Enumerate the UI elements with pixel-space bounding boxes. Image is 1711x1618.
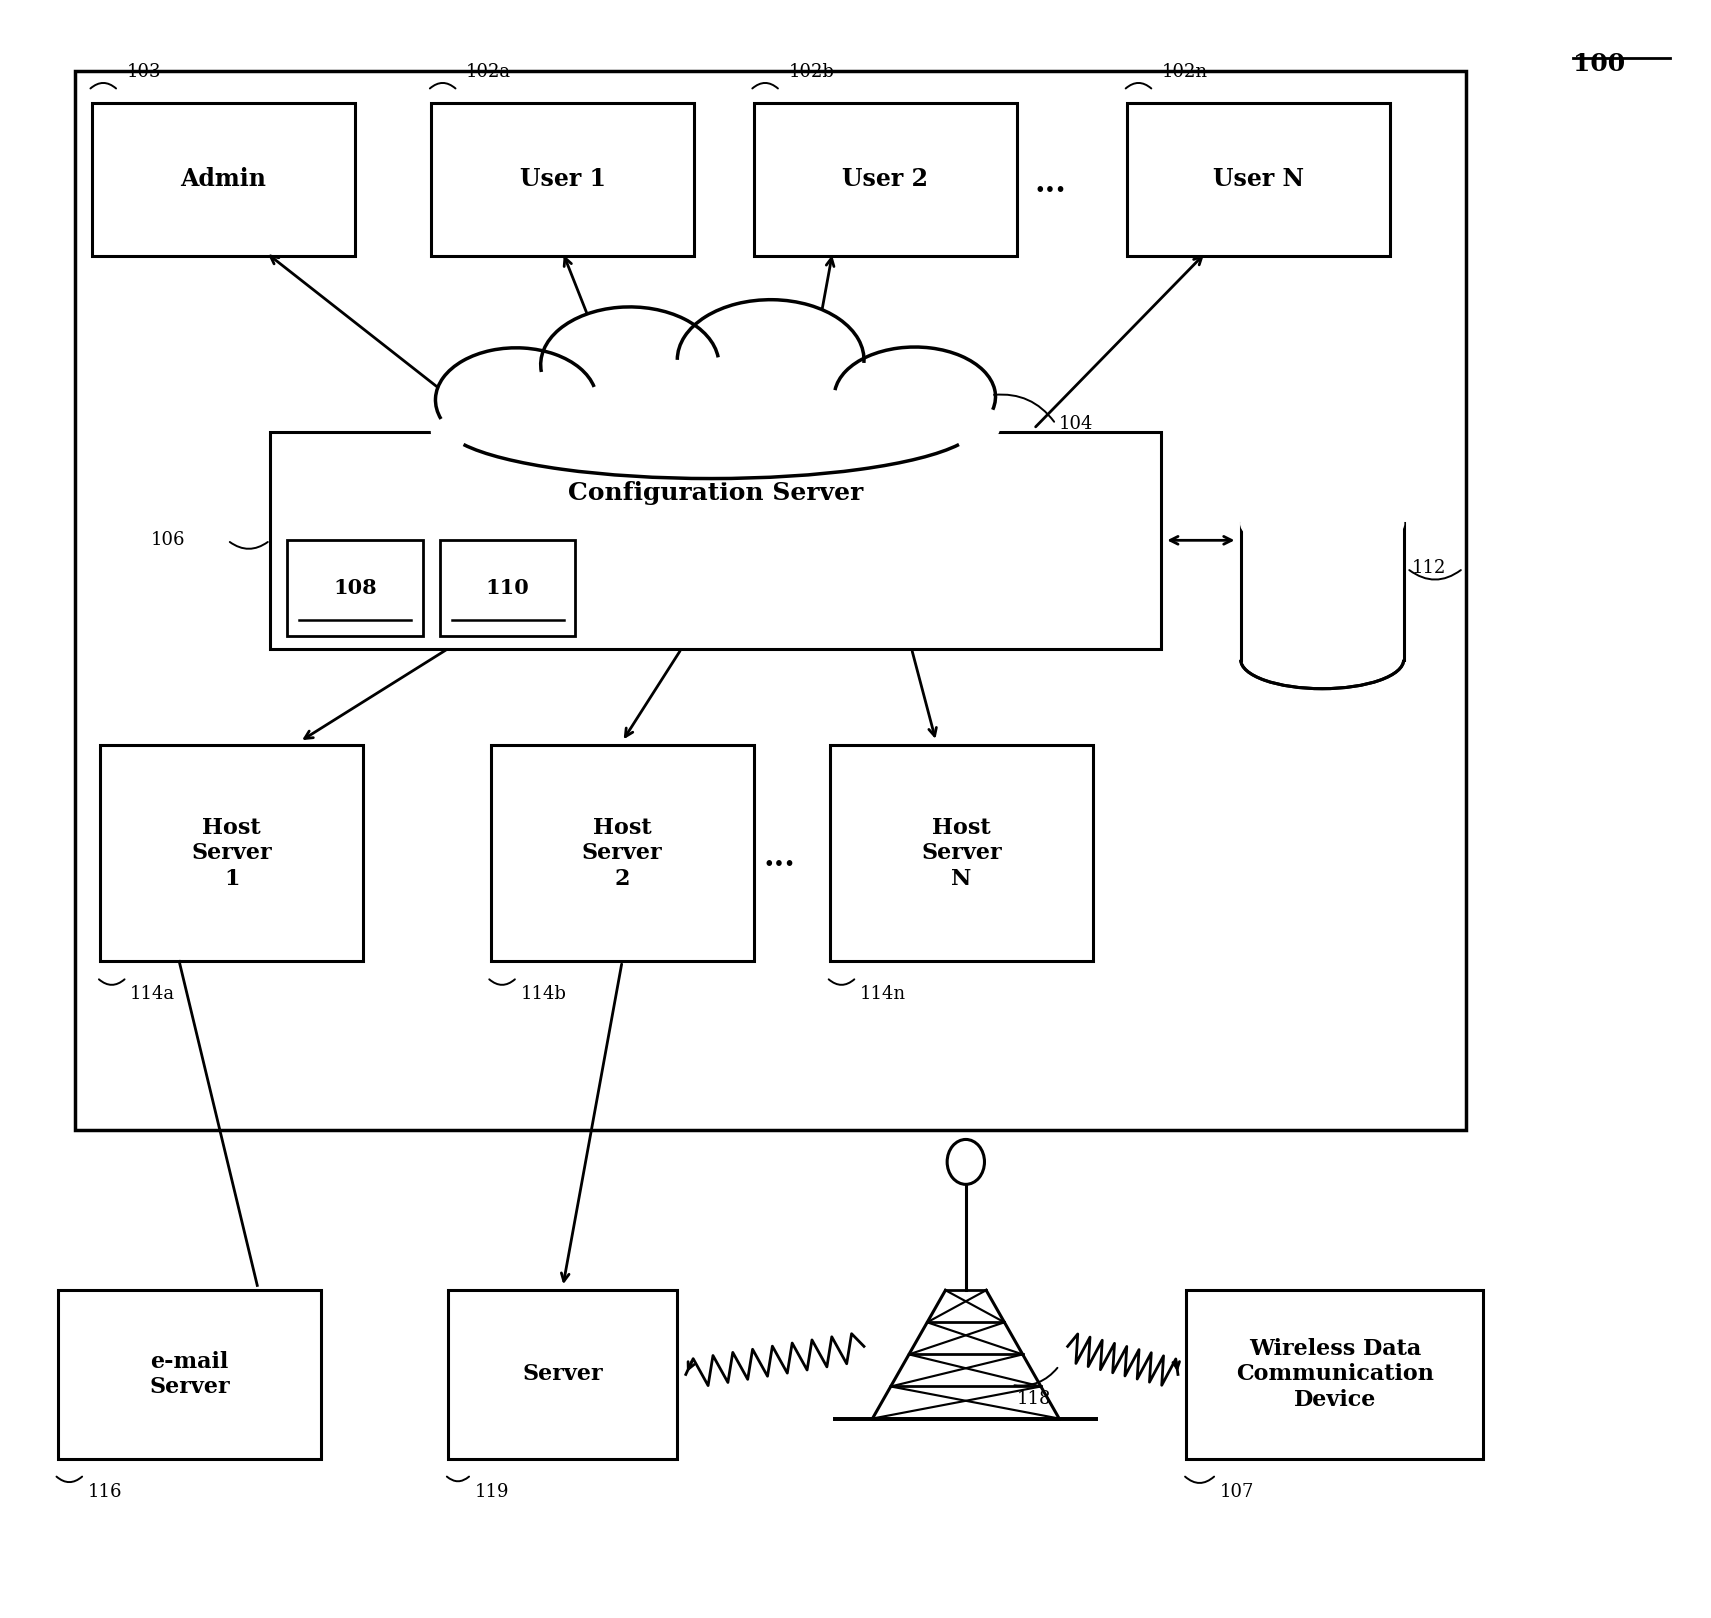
FancyBboxPatch shape [75,71,1466,1129]
Ellipse shape [436,348,597,451]
Text: Server: Server [522,1364,602,1385]
Text: Host
Server
1: Host Server 1 [192,817,272,890]
Text: User 2: User 2 [842,167,927,191]
FancyBboxPatch shape [491,744,753,961]
Ellipse shape [536,359,724,440]
Text: 116: 116 [87,1482,121,1502]
Ellipse shape [678,299,864,421]
Text: 114b: 114b [520,985,566,1003]
Ellipse shape [948,1139,984,1184]
FancyBboxPatch shape [58,1290,322,1459]
Text: 110: 110 [486,578,529,597]
FancyBboxPatch shape [287,539,423,636]
FancyBboxPatch shape [1128,104,1389,256]
Text: 114n: 114n [859,985,905,1003]
Ellipse shape [1237,631,1408,689]
FancyBboxPatch shape [448,1290,678,1459]
Text: Admin: Admin [180,167,267,191]
Text: User 1: User 1 [520,167,606,191]
FancyBboxPatch shape [270,432,1162,649]
Ellipse shape [1240,495,1403,552]
Text: Host
Server
2: Host Server 2 [582,817,662,890]
Text: Host
Server
N: Host Server N [921,817,1003,890]
Polygon shape [1240,524,1403,660]
Text: 102n: 102n [1162,63,1208,81]
Text: e-mail
Server: e-mail Server [149,1351,229,1398]
Text: 104: 104 [1059,414,1093,434]
Text: 118: 118 [1016,1390,1051,1408]
Text: 103: 103 [127,63,161,81]
Text: ...: ... [763,841,796,872]
FancyBboxPatch shape [431,104,695,256]
Ellipse shape [672,354,869,438]
FancyBboxPatch shape [101,744,363,961]
FancyBboxPatch shape [440,539,575,636]
Text: 114a: 114a [130,985,175,1003]
Text: Wireless Data
Communication
Device: Wireless Data Communication Device [1235,1338,1434,1411]
Ellipse shape [830,392,999,461]
Text: User N: User N [1213,167,1304,191]
Text: 102a: 102a [465,63,512,81]
Text: 107: 107 [1220,1482,1254,1502]
Text: ...: ... [1035,168,1066,199]
Text: 102b: 102b [789,63,835,81]
Text: 108: 108 [334,578,376,597]
Text: 106: 106 [151,531,186,550]
Ellipse shape [440,366,982,482]
FancyBboxPatch shape [753,104,1016,256]
Text: Configuration Server: Configuration Server [568,481,862,505]
Ellipse shape [431,395,601,468]
Text: 112: 112 [1412,560,1446,578]
Text: 119: 119 [474,1482,508,1502]
Ellipse shape [541,307,719,422]
Ellipse shape [835,346,996,447]
FancyBboxPatch shape [1186,1290,1483,1459]
Ellipse shape [440,369,982,489]
FancyBboxPatch shape [830,744,1093,961]
Text: 100: 100 [1574,52,1625,76]
FancyBboxPatch shape [92,104,354,256]
